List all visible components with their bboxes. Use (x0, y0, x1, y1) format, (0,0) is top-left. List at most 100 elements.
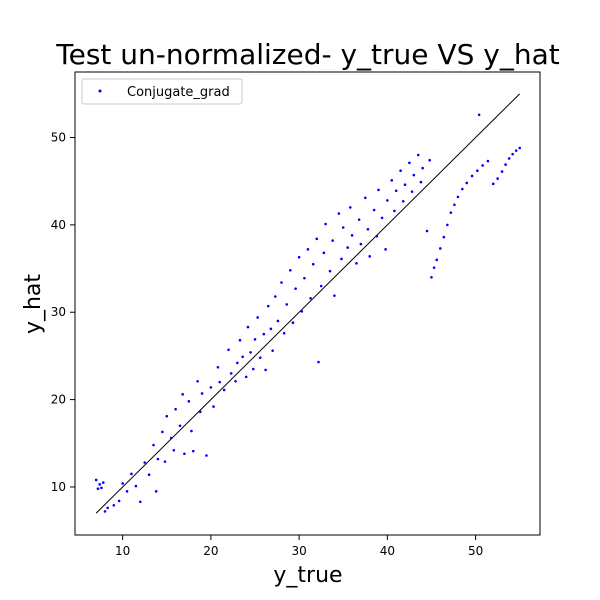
scatter-point (288, 269, 292, 272)
scatter-point (183, 452, 186, 456)
scatter-point (399, 169, 402, 173)
scatter-point (269, 327, 273, 331)
scatter-point (461, 187, 464, 191)
scatter-point (309, 296, 312, 300)
scatter-point (428, 158, 432, 162)
scatter-point (416, 153, 420, 157)
scatter-point (486, 159, 490, 163)
scatter-point (103, 510, 107, 513)
scatter-point (143, 461, 147, 464)
chart-title: Test un-normalized- y_true VS y_hat (55, 38, 559, 71)
scatter-point (147, 473, 151, 477)
scatter-point (229, 372, 233, 375)
scatter-point (380, 216, 384, 220)
scatter-point (507, 157, 511, 160)
scatter-point (198, 410, 202, 414)
scatter-point (280, 281, 283, 284)
scatter-point (470, 174, 474, 178)
scatter-point (234, 379, 237, 383)
scatter-point (264, 368, 267, 372)
scatter-point (340, 257, 343, 261)
scatter-point (163, 460, 167, 463)
scatter-point (303, 276, 306, 280)
scatter-point (218, 380, 222, 384)
scatter-point (449, 211, 453, 214)
scatter-point (446, 223, 449, 227)
scatter-point (117, 499, 121, 503)
scatter-point (324, 222, 327, 226)
scatter-point (236, 361, 239, 365)
scatter-point (161, 430, 164, 434)
scatter-point (205, 454, 208, 457)
scatter-point (456, 195, 460, 199)
scatter-point (125, 490, 129, 493)
scatter-point (410, 190, 414, 193)
scatter-point (504, 163, 507, 166)
scatter-point (238, 338, 242, 342)
scatter-point (341, 226, 345, 229)
scatter-point (317, 360, 320, 364)
scatter-point (101, 481, 105, 484)
scatter-point (377, 188, 380, 192)
scatter-point (271, 349, 274, 352)
scatter-point (491, 182, 495, 186)
scatter-point (465, 181, 469, 185)
x-axis-ticks: 10 20 30 40 50 (115, 535, 483, 558)
scatter-point (435, 258, 439, 262)
scatter-point (121, 482, 124, 485)
scatter-point (249, 351, 252, 354)
scatter-point (496, 177, 499, 180)
y-tick-label: 40 (51, 218, 66, 232)
x-tick-label: 20 (203, 544, 218, 558)
scatter-point (421, 166, 424, 170)
legend-marker-icon (98, 89, 102, 93)
scatter-point (251, 367, 255, 371)
scatter-point (98, 483, 102, 486)
scatter-point (273, 295, 277, 298)
y-tick-label: 30 (51, 305, 66, 319)
scatter-point (432, 266, 436, 269)
scatter-point (331, 239, 334, 242)
x-tick-label: 50 (468, 544, 483, 558)
scatter-point (477, 113, 481, 117)
scatter-point (390, 179, 394, 182)
scatter-point (430, 275, 433, 279)
scatter-point (216, 365, 220, 369)
scatter-point (337, 212, 341, 215)
scatter-point (393, 209, 396, 213)
y-tick-label: 10 (51, 480, 66, 494)
scatter-point (294, 287, 297, 290)
scatter-point (178, 424, 182, 428)
scatter-point (500, 170, 504, 173)
scatter-point (241, 355, 244, 359)
scatter-point (306, 248, 310, 251)
scatter-point (297, 255, 301, 259)
y-axis-label: y_hat (21, 274, 46, 334)
scatter-point (244, 375, 248, 379)
scatter-point (227, 348, 230, 352)
scatter-point (246, 325, 250, 329)
reference-line (95, 93, 521, 514)
scatter-point (138, 500, 142, 504)
scatter-point (282, 331, 286, 335)
scatter-point (481, 164, 484, 167)
scatter-point (196, 379, 199, 383)
y-axis-ticks: 10 20 30 40 50 (51, 131, 75, 494)
scatter-point (442, 235, 446, 239)
legend-box (81, 78, 243, 105)
scatter-point (112, 503, 116, 507)
scatter-point (408, 161, 411, 165)
scatter-point (222, 388, 226, 392)
scatter-point (300, 310, 304, 313)
scatter-point (476, 169, 479, 173)
legend: Conjugate_grad (81, 78, 243, 105)
scatter-point (346, 246, 349, 249)
scatter-point (357, 218, 361, 221)
scatter-point (134, 484, 138, 488)
scatter-point (253, 338, 257, 341)
scatter-point (154, 490, 158, 493)
scatter-point (181, 393, 184, 396)
scatter-point (165, 414, 169, 418)
scatter-point (187, 400, 191, 403)
